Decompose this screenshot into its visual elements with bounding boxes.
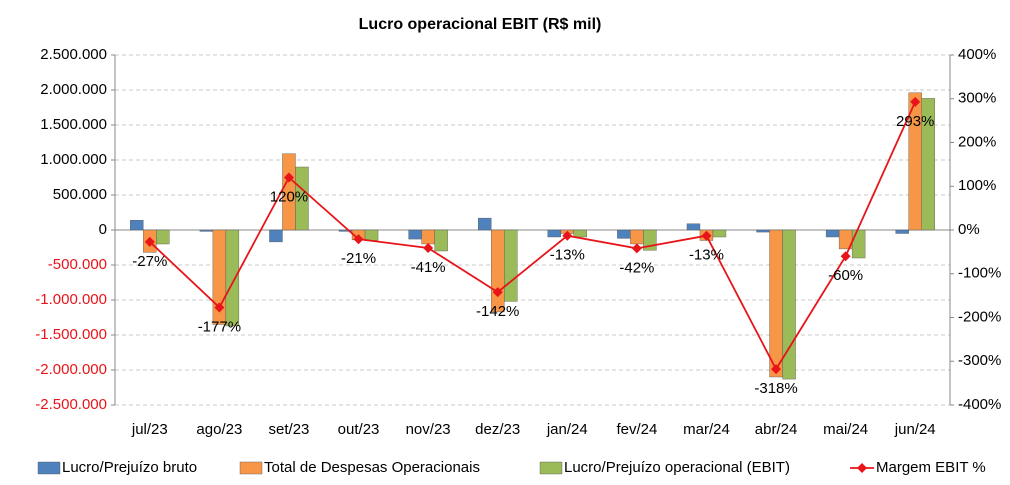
marker — [771, 364, 782, 375]
data-label: -13% — [689, 247, 724, 264]
bar — [769, 229, 783, 378]
bar — [756, 229, 770, 233]
bar — [921, 98, 935, 231]
y-tick-label: -2.500.000 — [35, 396, 107, 413]
y2-tick-label: 200% — [958, 133, 996, 150]
y-tick-label: 1.000.000 — [40, 151, 107, 168]
data-label: -13% — [550, 247, 585, 264]
data-label: -42% — [619, 259, 654, 276]
bar — [408, 229, 422, 240]
marker — [423, 242, 434, 253]
legend-swatch — [37, 461, 61, 475]
data-label: -41% — [411, 259, 446, 276]
marker — [631, 243, 642, 254]
bar — [686, 223, 701, 231]
legend-swatch — [239, 461, 263, 475]
bar — [617, 229, 631, 239]
data-label: -21% — [341, 250, 376, 267]
marker — [353, 234, 364, 245]
y-tick-label: -2.000.000 — [35, 361, 107, 378]
data-label: -142% — [476, 303, 519, 320]
legend-label: Lucro/Prejuízo operacional (EBIT) — [564, 459, 790, 476]
y-tick-label: -1.000.000 — [35, 291, 107, 308]
chart-title: Lucro operacional EBIT (R$ mil) — [359, 16, 602, 33]
x-tick-label: mai/24 — [823, 421, 868, 438]
bar — [547, 229, 561, 238]
bar — [295, 166, 309, 231]
bar — [199, 229, 214, 232]
y-tick-label: -500.000 — [48, 256, 107, 273]
legend-label: Total de Despesas Operacionais — [264, 459, 480, 476]
legend-label: Margem EBIT % — [876, 459, 986, 476]
bar — [364, 229, 379, 241]
data-label: 293% — [896, 113, 934, 130]
marker — [562, 230, 573, 241]
y2-tick-label: 0% — [958, 221, 980, 238]
y-tick-label: 500.000 — [53, 186, 107, 203]
marker — [840, 251, 851, 262]
y-tick-label: 2.000.000 — [40, 81, 107, 98]
x-tick-label: set/23 — [269, 421, 310, 438]
x-tick-label: dez/23 — [475, 421, 520, 438]
legend-swatch — [857, 463, 867, 473]
data-label: -318% — [754, 380, 797, 397]
bar — [895, 229, 909, 234]
marker — [701, 230, 712, 241]
legend-swatch — [539, 461, 563, 475]
y2-tick-label: -200% — [958, 308, 1001, 325]
x-tick-label: nov/23 — [406, 421, 451, 438]
y2-tick-label: 400% — [958, 46, 996, 63]
bar — [630, 229, 644, 245]
marker — [910, 96, 921, 107]
x-tick-label: jul/23 — [131, 421, 168, 438]
y2-tick-label: -300% — [958, 352, 1001, 369]
y-tick-label: 2.500.000 — [40, 46, 107, 63]
bar — [421, 229, 435, 245]
data-label: -177% — [198, 318, 241, 335]
x-tick-label: fev/24 — [616, 421, 657, 438]
marker — [283, 172, 294, 183]
bar — [130, 219, 144, 231]
y2-tick-label: 100% — [958, 177, 996, 194]
bar — [825, 229, 840, 238]
bar — [478, 217, 492, 231]
line — [149, 101, 917, 371]
bar — [504, 229, 518, 302]
x-tick-label: ago/23 — [196, 421, 242, 438]
data-label: -27% — [132, 253, 167, 270]
y-tick-label: 1.500.000 — [40, 116, 107, 133]
x-tick-label: out/23 — [338, 421, 380, 438]
x-tick-label: abr/24 — [755, 421, 798, 438]
bar — [434, 229, 448, 252]
x-tick-label: mar/24 — [683, 421, 730, 438]
y2-tick-label: -400% — [958, 396, 1001, 413]
bar — [269, 229, 283, 243]
marker — [214, 302, 225, 313]
y2-tick-label: -100% — [958, 265, 1001, 282]
bar — [225, 229, 240, 327]
y-tick-label: 0 — [99, 221, 107, 238]
y2-tick-label: 300% — [958, 90, 996, 107]
x-tick-label: jun/24 — [894, 421, 936, 438]
legend-label: Lucro/Prejuízo bruto — [62, 459, 197, 476]
data-label: -60% — [828, 267, 863, 284]
bar — [573, 229, 587, 238]
bar — [851, 229, 866, 259]
marker — [492, 287, 503, 298]
bar — [491, 229, 505, 313]
marker — [144, 236, 155, 247]
data-label: 120% — [270, 188, 308, 205]
bar — [712, 229, 727, 238]
y-tick-label: -1.500.000 — [35, 326, 107, 343]
x-tick-label: jan/24 — [546, 421, 588, 438]
bar — [156, 229, 170, 245]
